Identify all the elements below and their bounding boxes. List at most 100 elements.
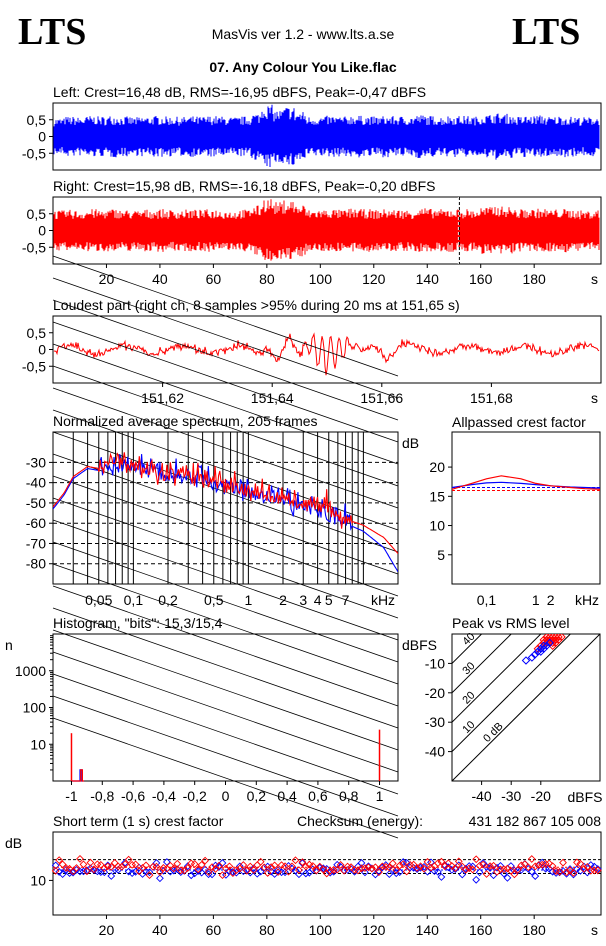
peak-vs-rms-title: Peak vs RMS level xyxy=(452,615,569,631)
short-term-crest-right-point xyxy=(538,860,547,869)
spectrum-ytick-label: -80 xyxy=(26,556,46,572)
short-term-crest-right-point xyxy=(55,856,64,864)
short-term-crest-right-point xyxy=(281,862,289,871)
short-term-crest-left-point xyxy=(361,868,369,877)
peak-vs-rms-ytick-label: -10 xyxy=(425,655,445,671)
short-term-crest-right-point xyxy=(201,856,209,865)
short-term-crest-right-point xyxy=(559,858,567,867)
short-term-crest-title: Short term (1 s) crest factor xyxy=(53,813,224,829)
spectrum-xtick-label: 7 xyxy=(342,592,350,608)
peak-vs-rms-diagonal xyxy=(452,634,483,665)
short-term-crest-right-point xyxy=(270,861,279,870)
short-term-crest-right-point xyxy=(326,866,335,875)
short-term-crest-right-point xyxy=(437,857,446,866)
right-waveform-xtick-label: 20 xyxy=(99,271,115,287)
short-term-crest-right-point xyxy=(399,860,408,869)
short-term-crest-right-point xyxy=(308,862,317,870)
short-term-crest-left-point xyxy=(586,861,595,869)
short-term-crest-left-point xyxy=(235,862,244,871)
peak-vs-rms-diagonal xyxy=(452,634,572,753)
short-term-crest-right-point xyxy=(388,859,397,868)
short-term-crest-left-point xyxy=(253,869,262,878)
short-term-crest-left-point xyxy=(364,862,373,871)
short-term-crest-left-point xyxy=(500,869,508,878)
short-term-crest-right-point xyxy=(169,864,178,873)
short-term-crest-checksum-label: Checksum (energy): xyxy=(297,813,423,829)
short-term-crest-left-point xyxy=(58,870,67,878)
right-waveform-xtick-label: 140 xyxy=(416,271,440,287)
right-waveform-xunit: s xyxy=(591,271,598,287)
short-term-crest-right-point xyxy=(183,864,192,872)
left-waveform-ytick-label: 0,5 xyxy=(27,112,47,128)
peak-vs-rms-plot xyxy=(452,634,600,781)
spectrum-slope xyxy=(52,695,399,817)
peak-vs-rms-left-point xyxy=(539,644,549,653)
spectrum-ytick-label: -50 xyxy=(26,495,46,511)
spectrum-xtick-label: 3 xyxy=(299,592,307,608)
spectrum-grid xyxy=(52,255,399,839)
spectrum-mask xyxy=(0,430,53,586)
spectrum-ytick-label: -30 xyxy=(26,454,46,470)
short-term-crest-left-point xyxy=(350,867,359,876)
spectrum-mask xyxy=(399,430,429,586)
peak-vs-rms-xtick-label: -30 xyxy=(501,788,521,804)
short-term-crest-right-point xyxy=(500,865,508,874)
short-term-crest-checksum-value: 431 182 867 105 008 xyxy=(469,813,602,829)
app-title: MasVis ver 1.2 - www.lts.a.se xyxy=(211,26,395,42)
short-term-crest-right-point xyxy=(232,866,241,875)
short-term-crest-right-point xyxy=(215,861,223,870)
histogram-xtick-label: -0,2 xyxy=(183,788,207,804)
short-term-crest-right-point xyxy=(524,863,533,872)
short-term-crest-right-point xyxy=(305,860,314,869)
short-term-crest-left-point xyxy=(475,868,484,877)
short-term-crest-right-point xyxy=(267,863,276,871)
peak-vs-rms-left-point xyxy=(521,656,531,665)
short-term-crest-right-point xyxy=(479,860,488,869)
file-title: 07. Any Colour You Like.flac xyxy=(209,59,397,75)
peak-vs-rms-ytick-label: -30 xyxy=(425,714,445,730)
peak-vs-rms-ytick-label: -40 xyxy=(425,744,445,760)
short-term-crest-right-point xyxy=(593,866,602,875)
short-term-crest-right-point xyxy=(156,868,164,876)
peak-vs-rms-ytick-label: -20 xyxy=(425,685,445,701)
short-term-crest-right-point xyxy=(583,863,592,871)
short-term-crest-left-point xyxy=(90,866,98,874)
short-term-crest-left-point xyxy=(176,868,185,877)
spectrum-slope xyxy=(52,629,399,751)
right-waveform-signal xyxy=(53,199,600,261)
spectrum-slope xyxy=(52,343,399,465)
peak-vs-rms-diagonal-label: 10 xyxy=(460,719,477,736)
spectrum-slope xyxy=(52,497,399,619)
short-term-crest-right-point xyxy=(531,862,540,871)
short-term-crest-right-point xyxy=(256,857,265,866)
short-term-crest-right-point xyxy=(468,865,477,874)
short-term-crest-right-point xyxy=(517,861,526,870)
short-term-crest-left-point xyxy=(274,866,282,874)
short-term-crest-xtick-label: 60 xyxy=(206,922,222,938)
short-term-crest-left-point xyxy=(437,873,446,881)
short-term-crest-right-point xyxy=(340,866,348,875)
peak-vs-rms-left-point xyxy=(527,653,537,662)
peak-vs-rms-xtick-label: -40 xyxy=(471,788,491,804)
short-term-crest-right-point xyxy=(124,855,133,864)
short-term-crest-right-point xyxy=(333,865,342,874)
spectrum-left-line xyxy=(53,453,398,573)
spectrum-slope xyxy=(52,717,399,839)
short-term-crest-right-point xyxy=(83,867,91,876)
short-term-crest-right-point xyxy=(277,861,286,869)
allpassed-crest-ylabel: dB xyxy=(402,435,419,451)
right-waveform-ytick-label: -0,5 xyxy=(22,239,46,255)
peak-vs-rms-xtick-label: -20 xyxy=(531,788,551,804)
short-term-crest-left-point xyxy=(527,867,536,876)
short-term-crest-left-point xyxy=(489,871,498,880)
short-term-crest-ytick-label: 10 xyxy=(30,872,46,888)
short-term-crest-right-point xyxy=(475,861,484,870)
short-term-crest-right-point xyxy=(510,870,519,879)
short-term-crest-right-point xyxy=(427,863,435,872)
histogram-xtick-label: 0,6 xyxy=(308,788,328,804)
short-term-crest-right-point xyxy=(368,864,376,873)
short-term-crest-left-point xyxy=(569,870,578,879)
lts-logo-right: LTS xyxy=(512,11,581,53)
short-term-crest-right-point xyxy=(208,863,216,872)
short-term-crest-left-point xyxy=(434,867,442,876)
